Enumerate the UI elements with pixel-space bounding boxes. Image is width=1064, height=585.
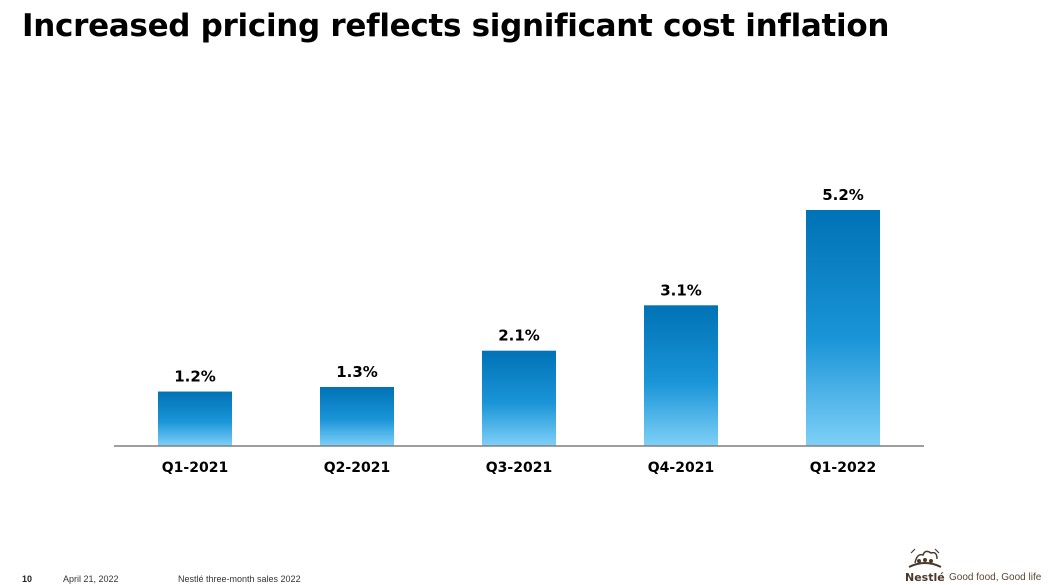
data-label-q2-2021: 1.3% [336, 363, 378, 381]
brand-block: Nestlé Good food, Good life [905, 545, 1055, 585]
category-label-q4-2021: Q4-2021 [648, 460, 714, 476]
bar-chart: 1.2% Q1-2021 1.3% Q2-2021 2.1% Q3-2021 3.1% Q4-… [114, 186, 924, 476]
data-label-q1-2021: 1.2% [174, 368, 216, 386]
category-label-q2-2021: Q2-2021 [324, 460, 390, 476]
bar-q3-2021 [482, 350, 556, 446]
bar-q4-2021 [644, 305, 718, 446]
brand-tagline: Good food, Good life [949, 572, 1042, 583]
data-label-q1-2022: 5.2% [822, 186, 864, 204]
bar-q1-2022 [806, 210, 880, 446]
footer-source: Nestlé three-month sales 2022 [178, 574, 301, 584]
bar-q1-2021 [158, 391, 232, 446]
category-label-q1-2022: Q1-2022 [810, 460, 876, 476]
bar-q2-2021 [320, 387, 394, 446]
brand-name: Nestlé [905, 571, 945, 584]
slide-title: Increased pricing reflects significant c… [22, 8, 890, 44]
data-label-q4-2021: 3.1% [660, 281, 702, 299]
category-label-q3-2021: Q3-2021 [486, 460, 552, 476]
nest-logo-icon [908, 548, 942, 568]
page-number: 10 [22, 574, 33, 584]
category-label-q1-2021: Q1-2021 [162, 460, 228, 476]
data-label-q3-2021: 2.1% [498, 327, 540, 345]
footer-date: April 21, 2022 [63, 574, 119, 584]
